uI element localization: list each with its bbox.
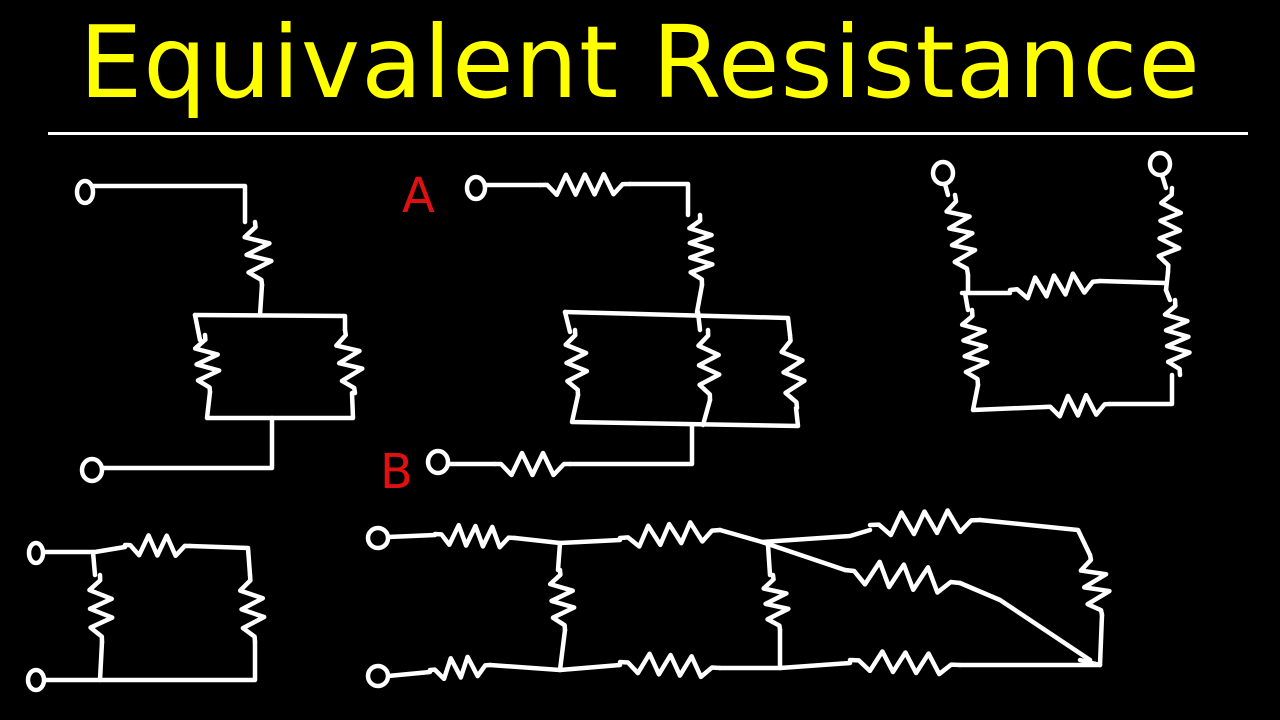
resistor: [87, 572, 115, 645]
resistor: [842, 559, 963, 595]
resistor: [867, 508, 983, 538]
wire: [192, 312, 348, 333]
page-title: Equivalent Resistance: [79, 4, 1201, 121]
resistor: [761, 572, 791, 633]
wire: [257, 282, 265, 318]
terminal: [425, 448, 451, 476]
wire: [957, 580, 1093, 663]
wire: [977, 517, 1093, 558]
wire: [204, 389, 356, 421]
wire: [700, 397, 713, 428]
terminal: [26, 540, 46, 566]
wire: [487, 662, 623, 673]
wire: [942, 181, 951, 198]
wire: [187, 543, 253, 578]
wire: [717, 527, 873, 545]
wire: [567, 422, 695, 467]
resistor: [1162, 297, 1192, 378]
wire: [562, 309, 793, 338]
wire: [100, 415, 275, 471]
resistor: [122, 533, 193, 559]
wire: [555, 540, 563, 573]
wire: [694, 282, 705, 315]
resistor: [237, 572, 267, 645]
wire: [90, 549, 98, 578]
resistor: [959, 307, 990, 388]
wire: [759, 539, 848, 573]
resistor: [1042, 392, 1113, 419]
resistor: [779, 332, 807, 411]
resistor: [944, 192, 978, 278]
circuit-3: [930, 150, 1192, 419]
wire: [557, 627, 568, 673]
terminal: [365, 525, 391, 551]
terminal: [25, 667, 47, 693]
wire: [970, 382, 1048, 413]
circuit-4: [25, 533, 267, 693]
wire: [385, 532, 438, 540]
wire: [97, 639, 258, 683]
wire: [562, 309, 573, 335]
resistor: [334, 327, 365, 396]
resistor: [1078, 552, 1112, 618]
terminal: [930, 159, 956, 187]
wire: [1107, 372, 1175, 407]
wire: [90, 183, 248, 225]
wire: [569, 392, 801, 429]
wire: [41, 544, 128, 555]
wire: [717, 660, 853, 671]
wire: [695, 309, 703, 333]
terminal: [79, 456, 105, 484]
resistor: [547, 567, 577, 633]
circuit-1: [74, 178, 365, 484]
wire: [192, 312, 203, 343]
resistor: [1007, 271, 1103, 301]
label-b: B: [380, 444, 413, 500]
resistor: [617, 520, 723, 549]
resistor: [847, 649, 963, 677]
terminal: [464, 174, 488, 202]
wire: [1159, 172, 1169, 191]
circuit-a: [425, 172, 807, 478]
resistor: [537, 172, 633, 198]
resistor: [242, 219, 274, 288]
resistor: [432, 522, 518, 550]
resistor: [687, 212, 715, 288]
wire: [1163, 287, 1173, 303]
wire: [1163, 269, 1171, 293]
wire: [1097, 278, 1168, 286]
label-a: A: [402, 168, 435, 224]
wire: [385, 669, 433, 679]
resistor: [696, 327, 722, 403]
resistor: [1156, 185, 1184, 275]
terminal: [365, 663, 391, 689]
resistor: [492, 450, 573, 478]
resistor: [192, 332, 222, 395]
circuit-5: [365, 508, 1112, 689]
wire: [962, 290, 971, 313]
resistor: [617, 651, 723, 680]
title-divider: [48, 132, 1248, 135]
terminal: [1147, 150, 1173, 178]
resistor: [563, 327, 590, 398]
wire: [765, 542, 773, 578]
wire: [627, 181, 691, 218]
terminal: [74, 178, 96, 206]
wire: [512, 535, 623, 546]
resistor: [427, 654, 493, 682]
